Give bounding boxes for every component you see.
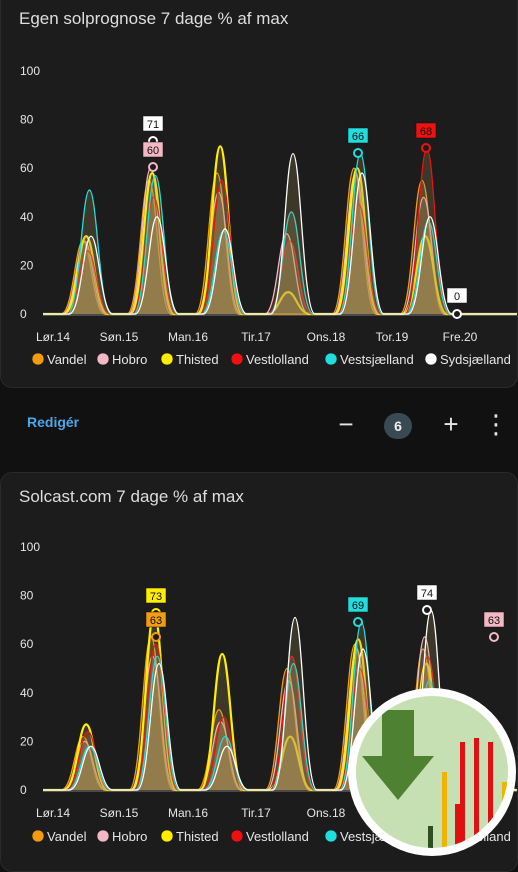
legend-item-vandel[interactable]: Vandel [31,829,87,844]
legend-item-thisted[interactable]: Thisted [160,352,219,367]
legend-item-thisted[interactable]: Thisted [160,829,219,844]
data-point-marker [452,309,462,319]
svg-text:66: 66 [352,131,364,143]
chart-own-forecast: 100 80 60 40 20 0 Lør.14 Søn.15 Man.16 Tir.17 Ons.… [20,64,517,367]
legend-item-vestlolland[interactable]: Vestlolland [230,352,309,367]
data-point-marker [151,632,161,642]
x-tick-label: Tir.17 [241,330,271,344]
svg-text:Vandel: Vandel [47,352,87,367]
y-tick-label: 80 [20,589,34,603]
y-tick-label: 60 [20,161,34,175]
data-label: 63 [483,611,505,628]
legend-item-vestsjælland[interactable]: Vestsjælland [324,352,414,367]
x-tick-label: Fre.20 [443,330,478,344]
data-label: 60 [142,141,164,158]
svg-text:Vestlolland: Vestlolland [246,352,309,367]
svg-text:63: 63 [150,615,162,627]
y-tick-label: 60 [20,637,34,651]
increase-button[interactable]: + [443,408,459,439]
svg-text:Vestsjælland: Vestsjælland [340,352,414,367]
x-tick-label: Lør.14 [36,806,70,820]
svg-text:Hobro: Hobro [112,352,147,367]
svg-text:69: 69 [352,600,364,612]
data-label: 66 [347,127,369,144]
more-menu-icon[interactable]: ⋮ [483,408,509,439]
data-point-marker [148,162,158,172]
forecast-card-own: Egen solprognose 7 dage % af max 100 80 60… [0,0,518,388]
edit-button[interactable]: Redigér [27,414,80,430]
decrease-button[interactable]: − [338,408,354,439]
svg-text:71: 71 [147,119,159,131]
data-label: 71 [142,115,164,132]
svg-text:63: 63 [488,615,500,627]
y-tick-label: 80 [20,113,34,127]
x-tick-label: Søn.15 [100,806,139,820]
svg-text:Hobro: Hobro [112,829,147,844]
legend-item-vandel[interactable]: Vandel [31,352,87,367]
y-tick-label: 20 [20,258,34,272]
x-tick-label: Lør.14 [36,330,70,344]
x-tick-label: Søn.15 [100,330,139,344]
download-badge-icon[interactable] [348,688,516,856]
data-label: 69 [347,596,369,613]
svg-text:0: 0 [454,291,460,303]
series-line-sydsjælland [43,152,517,315]
legend-item-vestlolland[interactable]: Vestlolland [230,829,309,844]
card-title: Solcast.com 7 dage % af max [19,487,244,506]
svg-text:Sydsjælland: Sydsjælland [440,352,511,367]
data-point-marker [353,148,363,158]
x-tick-label: Ons.18 [307,330,346,344]
data-label: 74 [416,584,438,601]
y-tick-label: 20 [20,734,34,748]
data-label: 63 [145,611,167,628]
card-edit-bar: Redigér − + ⋮ [0,396,518,456]
svg-text:Thisted: Thisted [176,352,219,367]
svg-text:73: 73 [150,591,162,603]
x-tick-label: Man.16 [168,806,208,820]
y-tick-label: 40 [20,686,34,700]
data-label: 0 [446,287,468,304]
svg-text:60: 60 [147,145,159,157]
svg-text:Vandel: Vandel [47,829,87,844]
y-tick-label: 0 [20,783,27,797]
size-count-badge: 6 [384,413,412,439]
download-arrow-bar-chart-icon [362,710,507,848]
data-point-marker [422,605,432,615]
x-tick-label: Tor.19 [376,330,409,344]
y-tick-label: 40 [20,210,34,224]
svg-text:Thisted: Thisted [176,829,219,844]
x-tick-label: Man.16 [168,330,208,344]
data-label: 68 [415,122,437,139]
y-tick-label: 100 [20,540,40,554]
svg-text:74: 74 [421,588,433,600]
legend-item-sydsjælland[interactable]: Sydsjælland [424,352,511,367]
data-point-marker [421,143,431,153]
legend-item-hobro[interactable]: Hobro [96,829,147,844]
x-tick-label: Ons.18 [307,806,346,820]
y-tick-label: 100 [20,64,40,78]
svg-text:68: 68 [420,126,432,138]
data-point-marker [489,632,499,642]
svg-text:Vestlolland: Vestlolland [246,829,309,844]
legend-item-hobro[interactable]: Hobro [96,352,147,367]
y-tick-label: 0 [20,307,27,321]
data-label: 73 [145,587,167,604]
card-title: Egen solprognose 7 dage % af max [19,9,289,28]
badge-inner [356,696,508,848]
x-tick-label: Tir.17 [241,806,271,820]
data-point-marker [353,617,363,627]
